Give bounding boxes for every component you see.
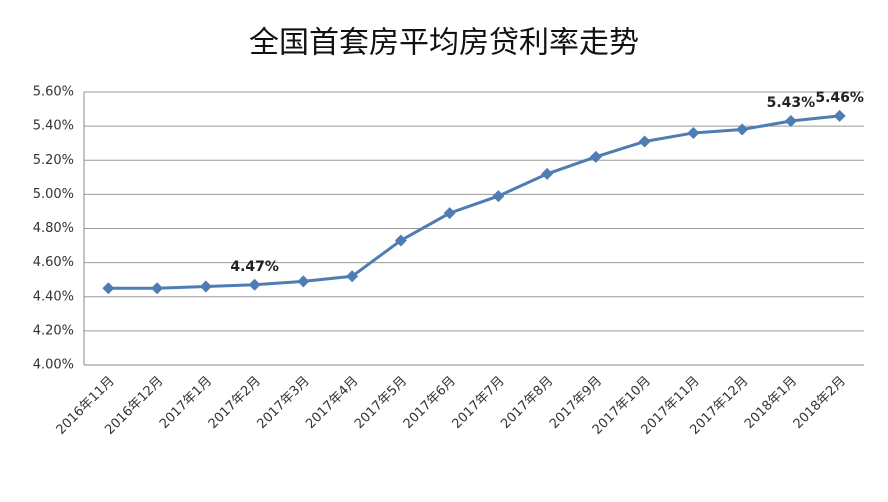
marker (248, 278, 261, 291)
marker (589, 150, 602, 163)
marker (297, 275, 310, 288)
marker (687, 126, 700, 139)
marker (638, 135, 651, 148)
chart-title: 全国首套房平均房贷利率走势 (249, 26, 639, 61)
marker (736, 123, 749, 136)
marker (443, 207, 456, 220)
marker (151, 282, 164, 295)
marker (102, 282, 115, 295)
y-tick-label: 4.20% (33, 323, 74, 338)
y-tick-label: 5.40% (33, 119, 74, 134)
marker (833, 109, 846, 122)
y-tick-label: 4.60% (33, 255, 74, 270)
line (108, 114, 840, 290)
marker (492, 190, 505, 203)
data-label: 4.47% (230, 259, 279, 275)
marker (346, 270, 359, 283)
y-tick-label: 5.00% (33, 187, 74, 202)
y-tick-label: 5.60% (33, 85, 74, 100)
marker (199, 280, 212, 293)
y-tick-label: 4.00% (33, 358, 74, 373)
data-label: 5.43% (767, 95, 816, 111)
data-label: 5.46% (815, 90, 864, 106)
y-tick-label: 5.20% (33, 153, 74, 168)
y-tick-label: 4.40% (33, 289, 74, 304)
marker (394, 234, 407, 247)
marker (541, 167, 554, 180)
y-tick-label: 4.80% (33, 221, 74, 236)
marker (784, 115, 797, 128)
